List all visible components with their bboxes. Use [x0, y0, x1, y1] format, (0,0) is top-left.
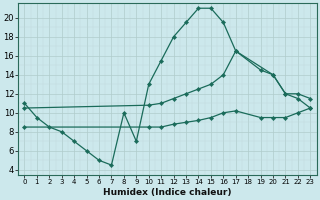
X-axis label: Humidex (Indice chaleur): Humidex (Indice chaleur): [103, 188, 232, 197]
